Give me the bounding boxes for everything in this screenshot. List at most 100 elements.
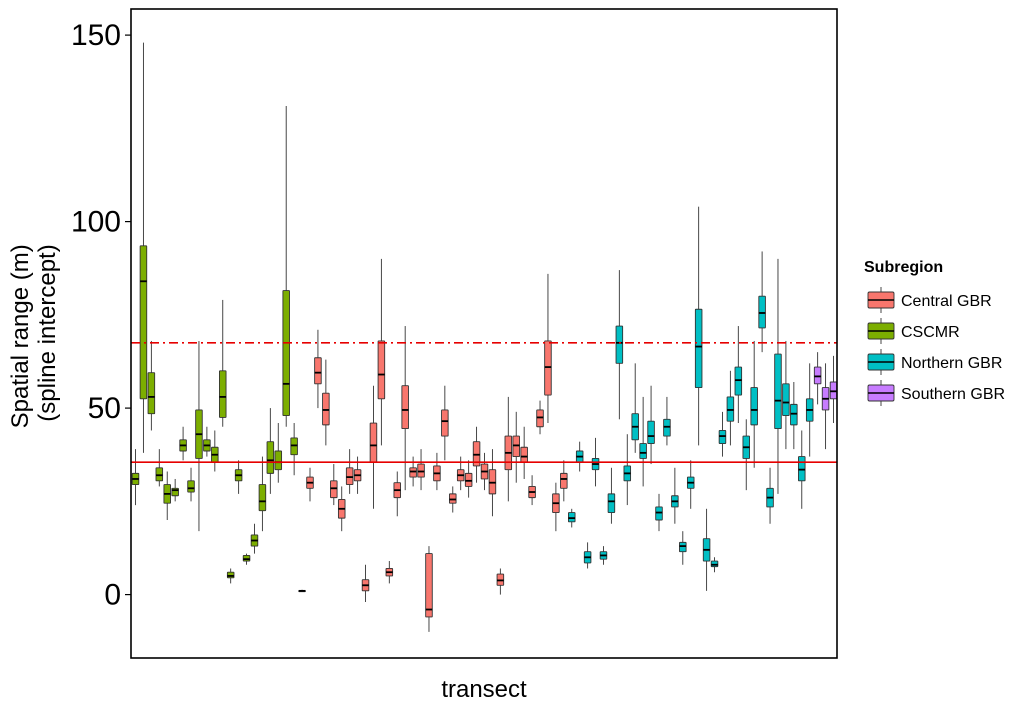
box-74: [710, 557, 719, 573]
box-iqr: [226, 571, 235, 579]
box-33: [385, 561, 394, 584]
box-iqr: [345, 467, 354, 486]
box-78: [742, 419, 751, 491]
box-75: [718, 411, 727, 457]
box-iqr: [798, 456, 806, 482]
box-86: [805, 363, 814, 457]
box-36: [409, 456, 417, 487]
box-iqr: [449, 493, 457, 504]
box-iqr: [401, 385, 409, 430]
legend-item-central: Central GBR: [867, 287, 992, 313]
box-iqr: [663, 418, 671, 437]
box-1: [131, 449, 140, 506]
box-iqr: [512, 435, 520, 458]
box-iqr: [322, 392, 330, 426]
box-69: [671, 467, 679, 524]
box-47: [496, 568, 505, 595]
box-12: [218, 299, 227, 427]
box-45: [480, 452, 489, 491]
box-81: [766, 467, 774, 524]
box-53: [544, 273, 552, 424]
box-59: [591, 437, 600, 487]
box-iqr: [425, 553, 433, 618]
box-28: [345, 449, 354, 494]
box-27: [337, 486, 346, 532]
box-77: [734, 326, 743, 424]
legend-item-northern: Northern GBR: [867, 349, 1002, 375]
box-iqr: [274, 450, 283, 471]
box-17: [258, 456, 267, 532]
legend-title: Subregion: [864, 259, 943, 276]
plot-panel-border: [130, 8, 838, 659]
box-iqr: [615, 325, 624, 364]
box-iqr: [813, 366, 822, 385]
box-iqr: [472, 441, 481, 467]
box-67: [655, 493, 663, 532]
legend-label-northern: Northern GBR: [901, 355, 1002, 372]
box-16: [250, 523, 259, 554]
box-14: [234, 460, 243, 494]
box-iqr: [314, 357, 322, 385]
box-29: [353, 456, 362, 494]
box-iqr: [750, 387, 758, 426]
legend-label-central: Central GBR: [901, 293, 992, 310]
box-iqr: [417, 463, 425, 478]
box-iqr: [409, 467, 417, 478]
box-iqr: [488, 469, 497, 495]
box-iqr: [718, 430, 727, 444]
box-71: [686, 460, 695, 509]
y-axis-title-line-1: Spatial range (m): [7, 244, 34, 428]
box-iqr: [544, 340, 552, 396]
box-20: [282, 105, 290, 427]
y-tick-label: 50: [88, 392, 121, 425]
box-25: [322, 359, 330, 446]
box-iqr: [774, 353, 782, 430]
box-22: [298, 589, 306, 593]
box-82: [774, 258, 782, 494]
legend-item-southern: Southern GBR: [867, 380, 1005, 406]
box-84: [790, 381, 798, 450]
box-iqr: [647, 420, 655, 444]
box-iqr: [726, 396, 735, 422]
box-61: [607, 467, 616, 524]
x-axis-title: transect: [441, 676, 527, 703]
box-40: [441, 385, 449, 461]
box-46: [488, 449, 497, 517]
box-49: [512, 411, 520, 483]
box-10: [203, 426, 211, 457]
box-83: [782, 340, 790, 450]
box-iqr: [536, 409, 544, 428]
legend: Subregion Central GBR CSCMR Northern GBR So…: [864, 259, 1005, 406]
box-89: [829, 355, 838, 424]
box-80: [758, 251, 766, 353]
box-26: [330, 464, 338, 506]
box-iqr: [266, 441, 275, 474]
box-iqr: [282, 290, 290, 417]
box-iqr: [694, 308, 703, 389]
box-iqr: [242, 554, 251, 562]
box-38: [425, 546, 433, 632]
reference-lines-layer: [131, 342, 837, 463]
box-24: [314, 329, 322, 409]
boxes-layer: [131, 42, 838, 632]
box-4: [155, 449, 164, 487]
box-iqr: [655, 506, 663, 521]
box-55: [560, 460, 568, 502]
box-iqr: [258, 484, 267, 512]
y-tick-label: 0: [104, 579, 121, 612]
box-32: [377, 258, 386, 446]
box-41: [449, 486, 457, 513]
box-39: [433, 452, 441, 491]
box-iqr: [464, 472, 473, 487]
box-42: [456, 456, 465, 491]
box-66: [647, 385, 655, 465]
box-iqr: [139, 245, 148, 400]
box-iqr: [829, 381, 838, 400]
box-3: [147, 340, 156, 431]
box-35: [401, 326, 409, 491]
box-85: [798, 430, 806, 509]
box-iqr: [155, 467, 164, 482]
box-iqr: [218, 370, 227, 418]
box-iqr: [679, 541, 687, 553]
